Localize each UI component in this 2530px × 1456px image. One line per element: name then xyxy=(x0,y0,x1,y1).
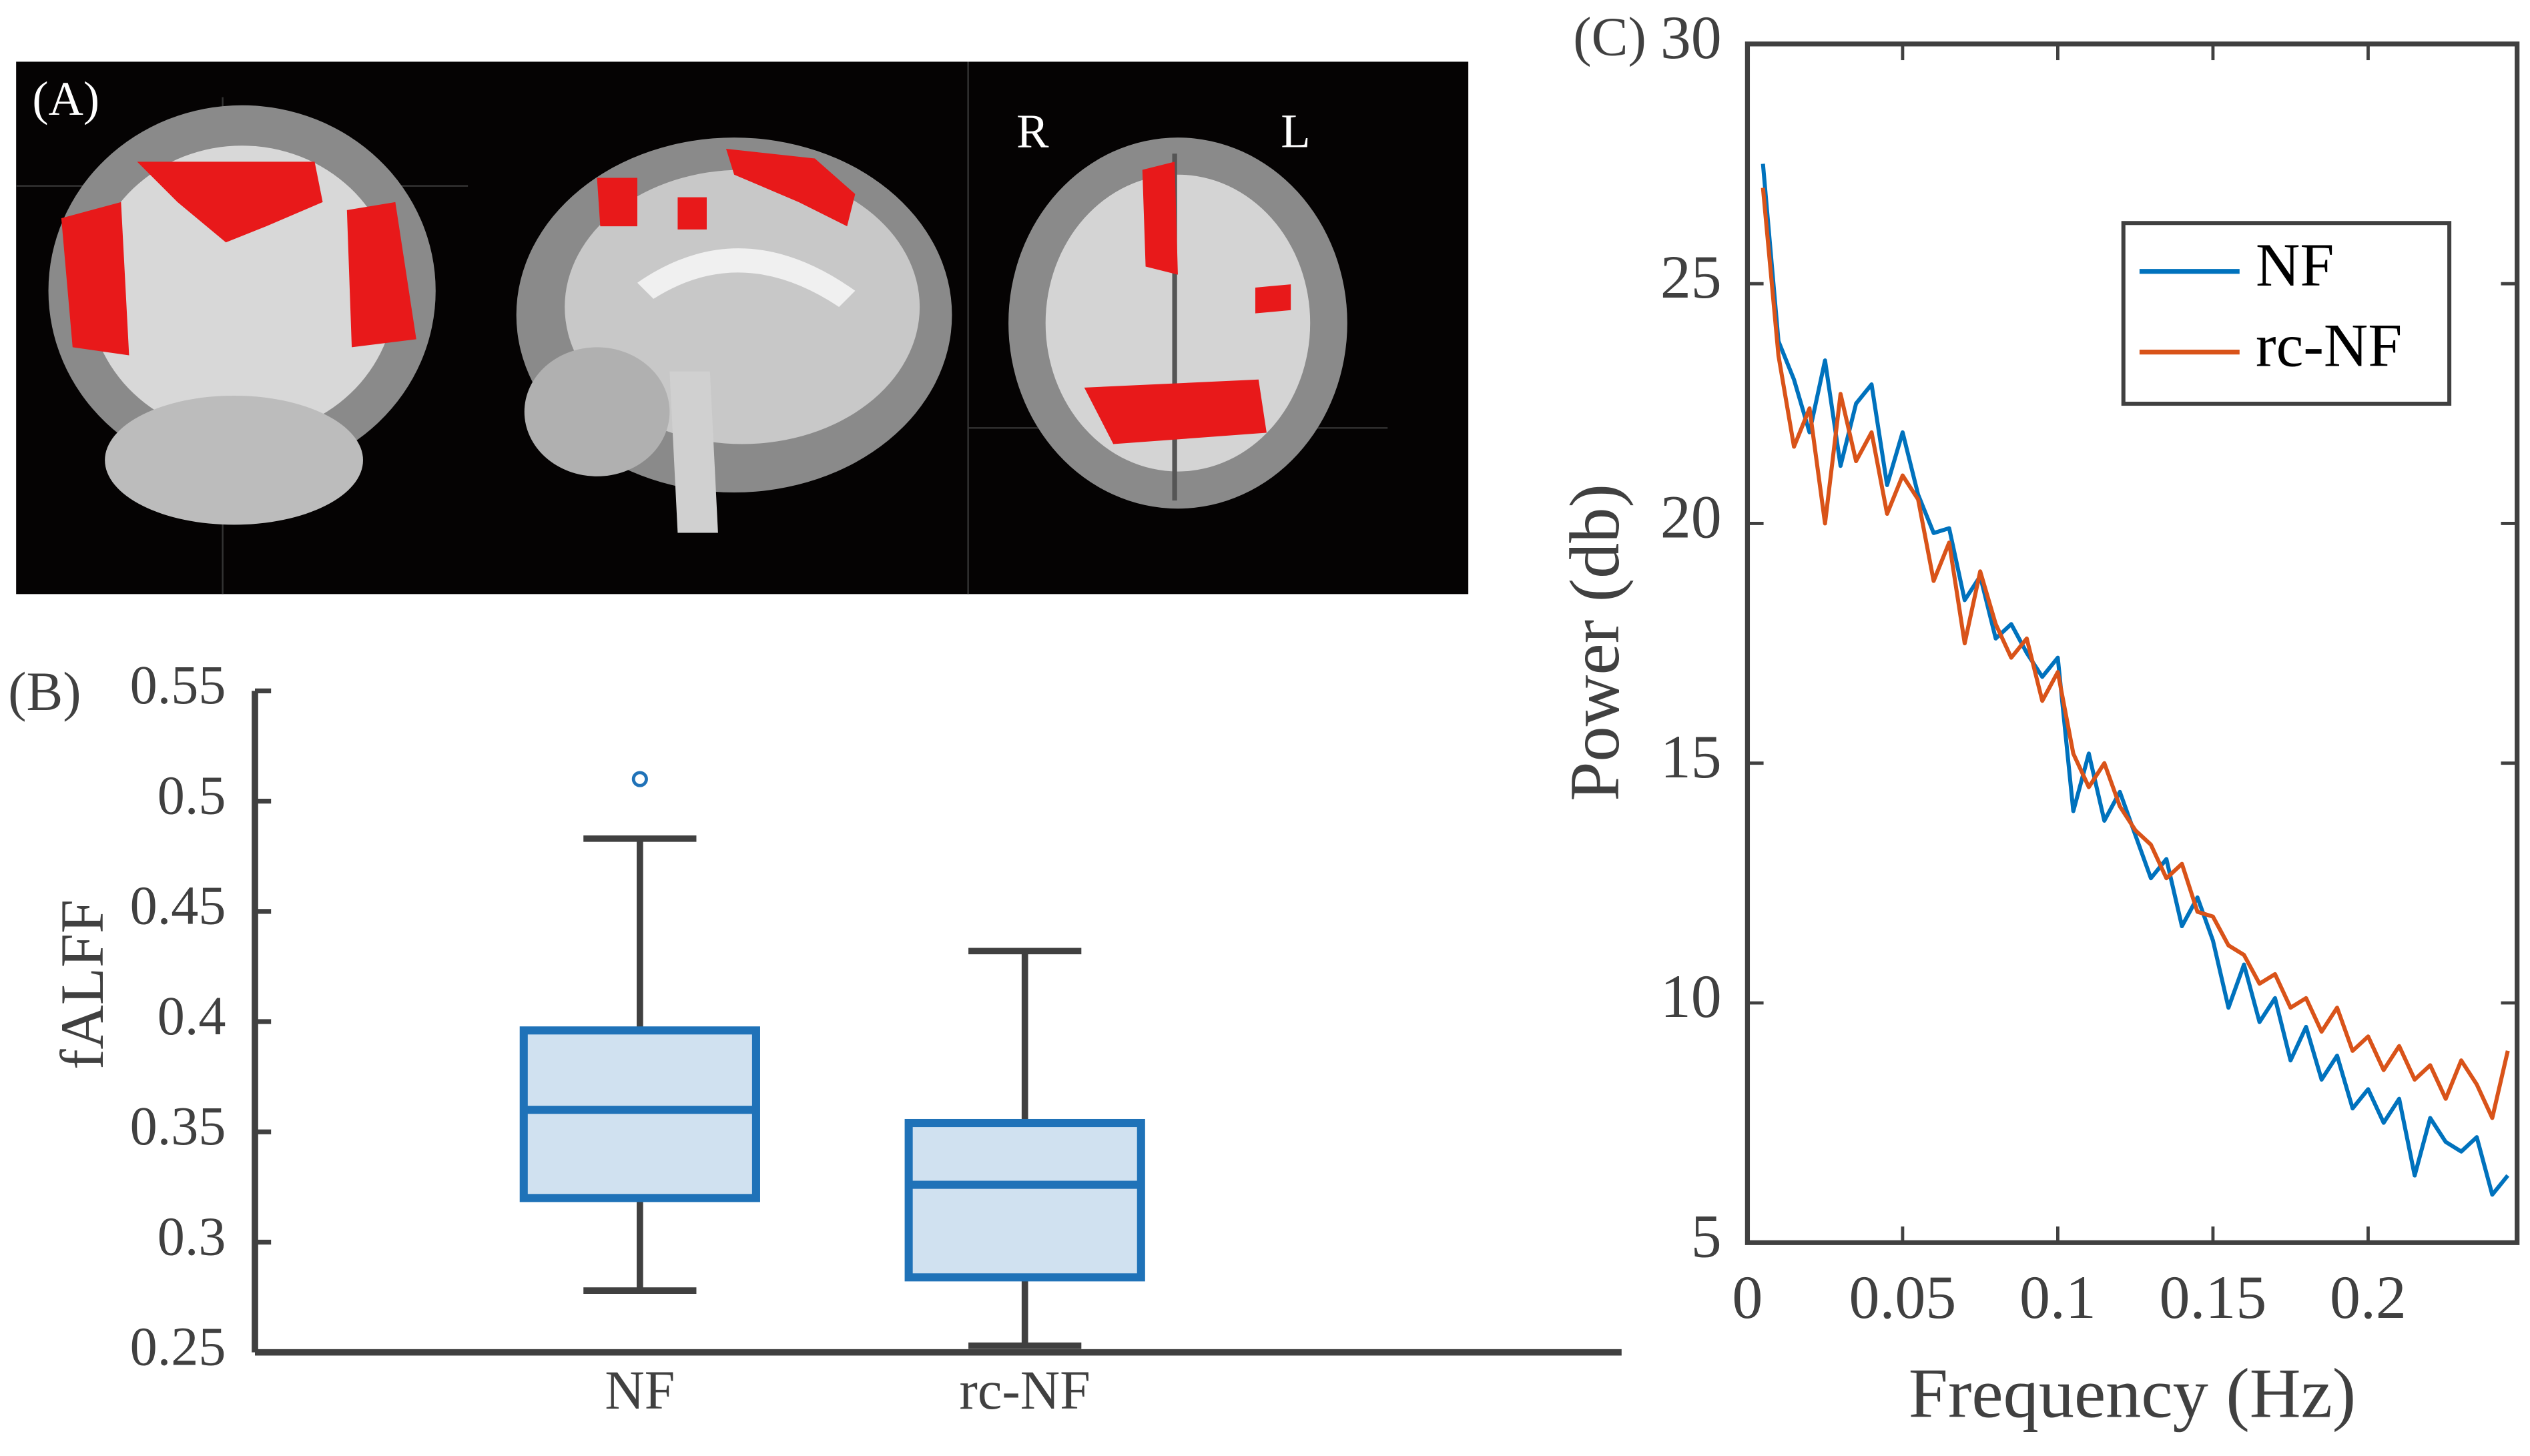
activation xyxy=(677,197,707,230)
x-tick-label: 0.15 xyxy=(2160,1263,2267,1331)
x-tick-label: NF xyxy=(605,1360,675,1421)
activation xyxy=(137,161,323,243)
activation xyxy=(725,149,856,227)
y-axis-label: fALFF xyxy=(48,899,116,1070)
corpus-callosum xyxy=(637,248,856,307)
y-tick-label: 0.55 xyxy=(130,655,226,715)
panel-label: (B) xyxy=(8,661,81,722)
y-tick-label: 10 xyxy=(1660,962,1722,1030)
plot-frame xyxy=(1745,41,2520,1245)
activation xyxy=(1084,379,1267,444)
x-tick-label: 0 xyxy=(1732,1263,1763,1331)
y-axis-label: Power (db) xyxy=(1556,484,1634,801)
legend-frame xyxy=(2121,221,2452,406)
x-tick-label: 0.2 xyxy=(2330,1263,2407,1331)
brain-panel: (A) R L xyxy=(16,61,1469,595)
activation xyxy=(597,177,638,227)
activation xyxy=(1255,284,1291,314)
white-matter xyxy=(88,145,396,436)
activation xyxy=(61,202,129,356)
y-tick-label: 30 xyxy=(1660,3,1722,71)
y-tick-label: 0.25 xyxy=(130,1317,226,1377)
legend-label: rc-NF xyxy=(2256,312,2402,380)
legend-label: NF xyxy=(2256,231,2334,299)
series-line xyxy=(1761,188,2510,1120)
panel-label: (A) xyxy=(32,71,99,125)
y-tick-label: 0.35 xyxy=(130,1096,226,1156)
series-line xyxy=(1761,163,2510,1197)
y-tick-label: 5 xyxy=(1691,1202,1722,1270)
x-tick-label: 0.05 xyxy=(1849,1263,1957,1331)
brainstem xyxy=(669,371,718,533)
y-tick-label: 0.5 xyxy=(157,765,226,825)
activation xyxy=(1142,161,1178,275)
outlier xyxy=(631,771,648,787)
y-tick-label: 20 xyxy=(1660,483,1722,551)
x-tick-label: rc-NF xyxy=(960,1360,1090,1421)
y-tick-label: 15 xyxy=(1660,723,1722,791)
box xyxy=(904,1118,1145,1282)
y-tick-label: 0.45 xyxy=(130,875,226,936)
cerebellum xyxy=(524,347,670,476)
x-axis-label: Frequency (Hz) xyxy=(1909,1355,2356,1433)
y-tick-label: 0.3 xyxy=(157,1206,226,1266)
box xyxy=(519,1026,760,1202)
y-tick-label: 25 xyxy=(1660,243,1722,311)
orientation-label: R xyxy=(1016,103,1049,157)
activation xyxy=(346,202,416,348)
orientation-label: L xyxy=(1281,103,1310,157)
y-tick-label: 0.4 xyxy=(157,986,226,1046)
x-tick-label: 0.1 xyxy=(2019,1263,2096,1331)
cerebellum xyxy=(105,395,363,525)
panel-label: (C) xyxy=(1573,6,1646,67)
